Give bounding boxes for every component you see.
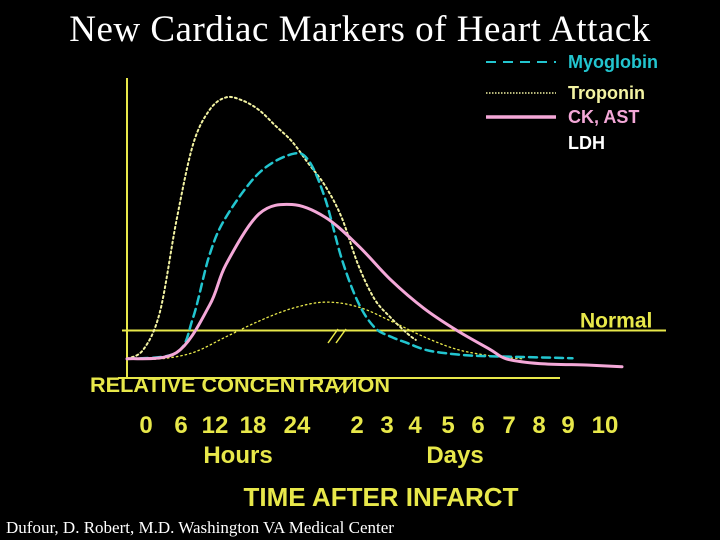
x-tick-label: 0 [139,412,152,439]
normal-line-group: Normal [122,310,666,333]
series-line-ck-ast [125,202,624,369]
x-tick-label: 10 [592,412,619,439]
x-tick-label: 3 [380,412,393,439]
chart-series [125,95,624,369]
x-tick-label: 18 [240,412,267,439]
x-axis-label: TIME AFTER INFARCT [244,482,519,512]
axis-break-mark [327,328,339,344]
chart-legend: Myoglobin Troponin CK, AST LDH [486,52,658,153]
axis-break-marks [327,328,355,394]
series-line-ldh [126,301,524,360]
legend-label: LDH [568,133,605,153]
axis-labels: TIME AFTER INFARCT RELATIVE CONCENTRATION [90,374,519,512]
x-tick-label: 12 [202,412,229,439]
x-tick-label: 24 [284,412,311,439]
x-tick-label: 9 [561,412,574,439]
x-group-label: Days [426,442,483,469]
axis-break-mark [335,378,347,394]
x-tick-label: 6 [471,412,484,439]
normal-label: Normal [580,310,652,333]
axis-break-mark [343,378,355,394]
x-tick-label: 7 [502,412,515,439]
y-axis-label: RELATIVE CONCENTRATION [90,374,390,397]
page-title: New Cardiac Markers of Heart Attack [69,9,651,50]
footer-credit: Dufour, D. Robert, M.D. Washington VA Me… [6,518,394,537]
x-tick-label: 4 [408,412,422,439]
legend-label: Troponin [568,83,645,103]
x-tick-label: 5 [441,412,454,439]
x-tick-label: 6 [174,412,187,439]
series-line-myoglobin [125,151,574,361]
x-tick-label: 2 [350,412,363,439]
x-group-label: Hours [203,442,272,469]
legend-label: Myoglobin [568,52,658,72]
legend-label: CK, AST [568,107,639,127]
axis-break-mark [335,328,347,344]
series-line-troponin [126,95,417,360]
x-tick-label: 8 [532,412,545,439]
chart-axes [118,78,560,379]
